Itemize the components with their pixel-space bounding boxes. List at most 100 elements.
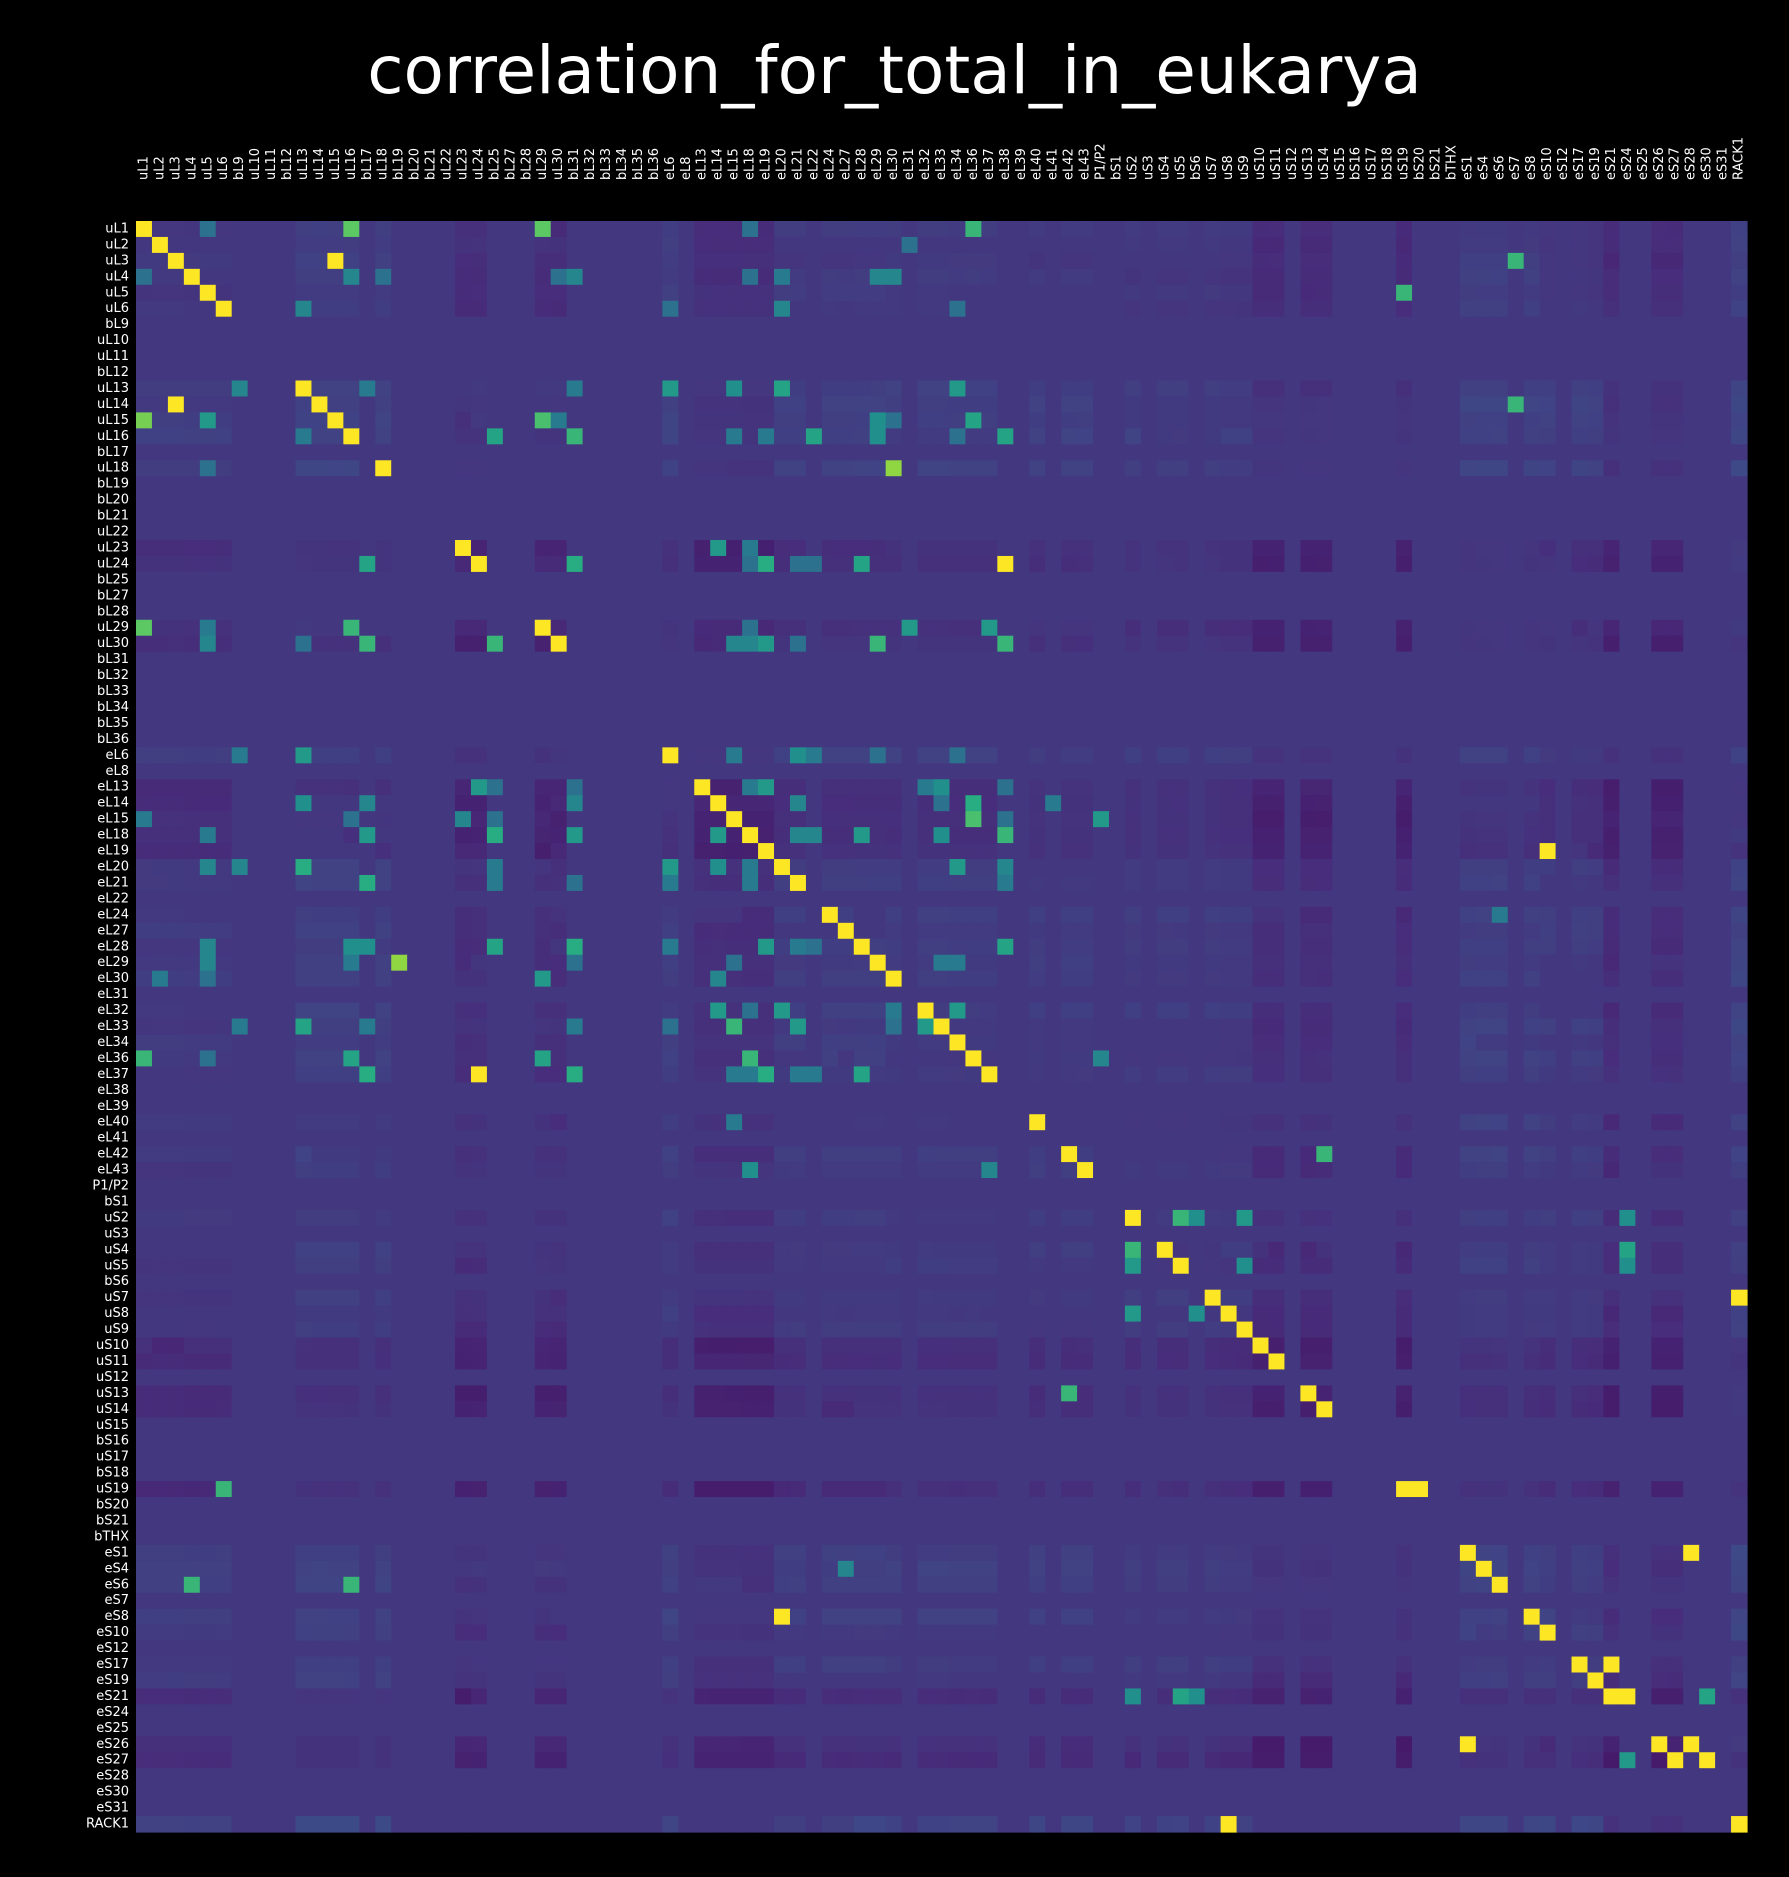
heatmap-cell-eL21-eL32 xyxy=(917,874,935,892)
heatmap-cell-eL14-eS19 xyxy=(1587,795,1605,812)
heatmap-cell-bL31-eS17 xyxy=(1571,651,1589,669)
heatmap-cell-uL24-uS17 xyxy=(1364,555,1381,573)
heatmap-cell-bL21-eL19 xyxy=(758,508,775,525)
heatmap-cell-uL4-bL19 xyxy=(391,268,408,286)
heatmap-cell-eL27-eL30 xyxy=(885,922,903,940)
heatmap-cell-bL31-eL19 xyxy=(758,651,775,669)
heatmap-cell-eL14-eL37 xyxy=(981,795,998,812)
heatmap-cell-eL6-bL34 xyxy=(614,747,632,764)
heatmap-cell-uL24-eS12 xyxy=(1555,555,1573,573)
heatmap-cell-bL25-bL9 xyxy=(231,571,249,589)
heatmap-cell-eL30-uS4 xyxy=(1156,970,1174,988)
heatmap-cell-bL31-bL32 xyxy=(582,651,600,669)
heatmap-cell-eL22-eS1 xyxy=(1459,890,1477,908)
heatmap-cell-uL13-eS19 xyxy=(1587,380,1605,398)
heatmap-cell-bL33-bL36 xyxy=(646,683,663,701)
heatmap-cell-uL11-eL40 xyxy=(1029,348,1046,366)
heatmap-cell-eL19-bS6 xyxy=(1188,843,1206,860)
heatmap-cell-uL15-bL36 xyxy=(646,412,663,429)
heatmap-cell-uL29-uL22 xyxy=(439,619,456,637)
heatmap-cell-uL16-eL31 xyxy=(901,428,919,445)
heatmap-cell-bL12-uL29 xyxy=(534,364,552,382)
heatmap-cell-uL18-uL6 xyxy=(215,460,233,477)
heatmap-cell-eL21-uS8 xyxy=(1220,874,1238,892)
heatmap-cell-eL28-bS1 xyxy=(1108,938,1126,956)
heatmap-cell-bL19-uL24 xyxy=(470,476,488,493)
heatmap-cell-uL16-uL11 xyxy=(263,428,281,445)
heatmap-cell-eL18-uL10 xyxy=(247,827,265,844)
heatmap-cell-eL6-uL24 xyxy=(470,747,488,764)
heatmap-cell-bL27-eL30 xyxy=(885,587,903,605)
heatmap-cell-eL30-bL31 xyxy=(566,970,584,988)
heatmap-cell-bL9-bS21 xyxy=(1427,316,1445,334)
heatmap-cell-eL31-eL43 xyxy=(1077,986,1094,1004)
heatmap-cell-bL19-eL30 xyxy=(885,476,903,493)
heatmap-cell-eL24-uS13 xyxy=(1300,906,1317,924)
heatmap-cell-uL5-bL31 xyxy=(566,284,584,302)
heatmap-cell-eL14-bL36 xyxy=(646,795,663,812)
heatmap-cell-uL13-uS10 xyxy=(1252,380,1270,398)
heatmap-cell-eL6-bL12 xyxy=(279,747,297,764)
heatmap-cell-bL35-eL40 xyxy=(1029,715,1046,733)
heatmap-cell-uL10-bS21 xyxy=(1427,332,1445,350)
heatmap-cell-bL31-bS1 xyxy=(1108,651,1126,669)
heatmap-cell-eL13-bL19 xyxy=(391,779,408,796)
heatmap-cell-eL13-uL11 xyxy=(263,779,281,796)
heatmap-cell-bL17-eL42 xyxy=(1061,444,1078,461)
heatmap-cell-eL14-eS1 xyxy=(1459,795,1477,812)
heatmap-cell-eL29-eL18 xyxy=(742,954,759,972)
heatmap-cell-uL16-uS4 xyxy=(1156,428,1174,445)
heatmap-cell-uL22-uS17 xyxy=(1364,524,1381,541)
heatmap-cell-eL27-bL27 xyxy=(502,922,520,940)
heatmap-cell-uL23-bS21 xyxy=(1427,540,1445,557)
heatmap-cell-eL30-bL9 xyxy=(231,970,249,988)
heatmap-cell-bL33-uL11 xyxy=(263,683,281,701)
heatmap-cell-eL6-RACK1 xyxy=(1731,747,1748,764)
heatmap-cell-bL35-bS20 xyxy=(1412,715,1429,733)
heatmap-cell-uL30-uS10 xyxy=(1252,635,1270,653)
heatmap-cell-uL1-uS7 xyxy=(1204,221,1222,238)
heatmap-cell-uL16-uL3 xyxy=(167,428,185,445)
heatmap-cell-eL24-uS11 xyxy=(1268,906,1286,924)
heatmap-cell-uL4-eS6 xyxy=(1491,268,1509,286)
heatmap-cell-eL14-uL3 xyxy=(167,795,185,812)
heatmap-cell-uL16-uS11 xyxy=(1268,428,1286,445)
heatmap-cell-uL6-uS4 xyxy=(1156,300,1174,318)
heatmap-cell-bL21-uS12 xyxy=(1284,508,1301,525)
heatmap-cell-bL33-eL13 xyxy=(694,683,711,701)
heatmap-cell-bL32-bL9 xyxy=(231,667,249,685)
heatmap-cell-uL23-eS30 xyxy=(1699,540,1716,557)
heatmap-cell-eL22-eS25 xyxy=(1635,890,1652,908)
heatmap-cell-eL18-uS14 xyxy=(1316,827,1333,844)
heatmap-cell-eL20-RACK1 xyxy=(1731,859,1748,876)
heatmap-cell-bL25-eL37 xyxy=(981,571,998,589)
heatmap-cell-uL4-eL32 xyxy=(917,268,935,286)
heatmap-cell-uL2-bS1 xyxy=(1108,236,1126,254)
heatmap-cell-bL33-uS4 xyxy=(1156,683,1174,701)
heatmap-cell-bL36-uL16 xyxy=(343,731,360,748)
heatmap-cell-uL5-uS10 xyxy=(1252,284,1270,302)
heatmap-cell-bL32-bL35 xyxy=(630,667,648,685)
heatmap-cell-uL10-eS6 xyxy=(1491,332,1509,350)
heatmap-cell-bL34-eL33 xyxy=(933,699,951,717)
heatmap-cell-eL21-bS20 xyxy=(1412,874,1429,892)
heatmap-cell-bL12-eS31 xyxy=(1715,364,1732,382)
heatmap-cell-uL22-uS7 xyxy=(1204,524,1222,541)
heatmap-cell-eL32-eL30 xyxy=(885,1002,903,1020)
heatmap-cell-eL15-uS3 xyxy=(1140,811,1158,828)
heatmap-cell-uL24-eS25 xyxy=(1635,555,1652,573)
heatmap-cell-eL30-eS24 xyxy=(1619,970,1636,988)
heatmap-cell-bL25-eL34 xyxy=(949,571,967,589)
heatmap-cell-uL29-eL36 xyxy=(965,619,982,637)
heatmap-cell-uL16-uS9 xyxy=(1236,428,1254,445)
heatmap-cell-uL1-eS17 xyxy=(1571,221,1589,238)
heatmap-cell-bL20-eL29 xyxy=(869,492,887,509)
heatmap-cell-eL30-uS13 xyxy=(1300,970,1317,988)
heatmap-cell-eL20-eL21 xyxy=(789,859,807,876)
heatmap-cell-eL8-uL13 xyxy=(295,763,313,780)
heatmap-cell-uL24-RACK1 xyxy=(1731,555,1748,573)
heatmap-cell-uL5-bL19 xyxy=(391,284,408,302)
heatmap-cell-uL13-uL1 xyxy=(136,380,153,398)
heatmap-cell-bL36-bS20 xyxy=(1412,731,1429,748)
heatmap-cell-uL16-uL10 xyxy=(247,428,265,445)
